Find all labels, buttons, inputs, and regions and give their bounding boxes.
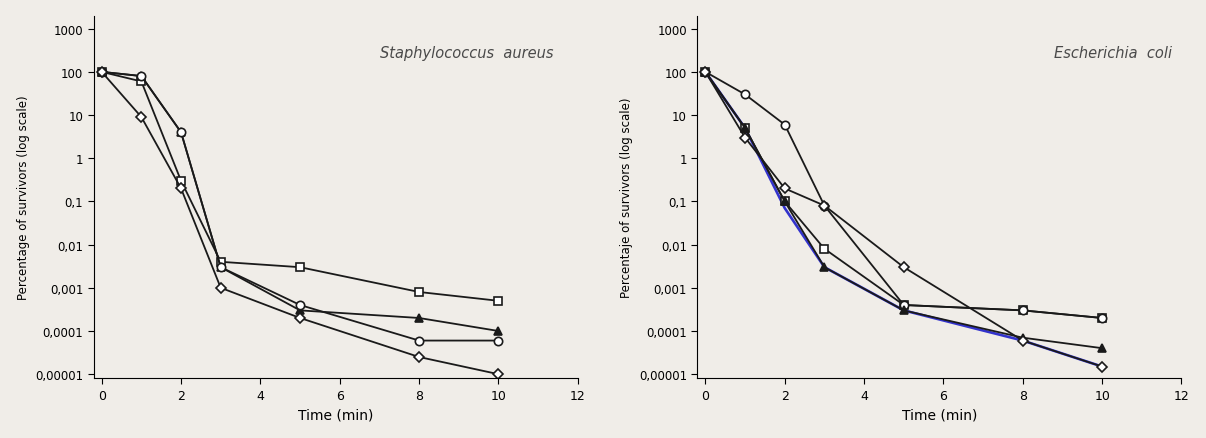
Y-axis label: Percentage of survivors (log scale): Percentage of survivors (log scale) bbox=[17, 95, 30, 300]
X-axis label: Time (min): Time (min) bbox=[298, 407, 374, 421]
Y-axis label: Percentaje of survivors (log scale): Percentaje of survivors (log scale) bbox=[620, 98, 633, 297]
Text: Staphylococcus  aureus: Staphylococcus aureus bbox=[380, 46, 554, 60]
X-axis label: Time (min): Time (min) bbox=[902, 407, 977, 421]
Text: Escherichia  coli: Escherichia coli bbox=[1054, 46, 1172, 60]
